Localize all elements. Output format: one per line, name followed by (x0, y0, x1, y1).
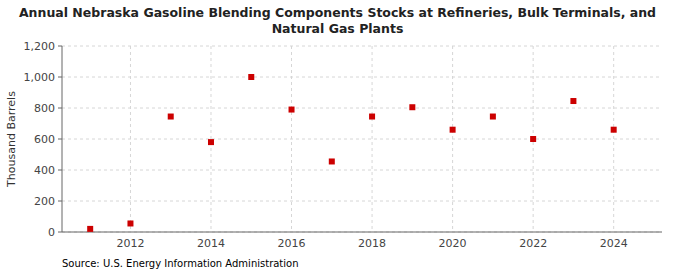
x-axis-line (62, 232, 662, 233)
x-grid-line (452, 46, 453, 232)
y-tick (58, 139, 62, 140)
point (168, 114, 174, 120)
point (570, 98, 576, 104)
x-grid-line (210, 46, 211, 232)
y-tick (58, 170, 62, 171)
point (127, 220, 133, 226)
point (409, 104, 415, 110)
title: Annual Nebraska Gasoline Blending Compon… (19, 5, 656, 36)
y-grid-line (62, 170, 662, 171)
y-axis-label: Thousand Barrels (5, 91, 18, 188)
y-tick-label: 1,000 (24, 71, 56, 84)
point (289, 107, 295, 113)
point (611, 127, 617, 133)
y-tick-label: 800 (34, 102, 55, 115)
point (329, 158, 335, 164)
y-tick-label: 200 (34, 195, 55, 208)
x-grid-line (291, 46, 292, 232)
x-tick-label: 2024 (600, 237, 628, 250)
x-grid-line (130, 46, 131, 232)
title-line: Natural Gas Plants (272, 21, 404, 36)
y-tick (58, 77, 62, 78)
x-tick-label: 2020 (439, 237, 467, 250)
y-tick (58, 232, 62, 233)
y-tick (58, 46, 62, 47)
x-grid-line (372, 46, 373, 232)
point (248, 74, 254, 80)
y-tick (58, 201, 62, 202)
x-grid-line (613, 46, 614, 232)
grid (62, 46, 662, 232)
y-grid-line (62, 201, 662, 202)
point (208, 139, 214, 145)
y-grid-line (62, 139, 662, 140)
x-tick-label: 2012 (116, 237, 144, 250)
y-grid-line (62, 108, 662, 109)
y-grid-line (62, 77, 662, 78)
x-tick-label: 2022 (519, 237, 547, 250)
x-tick-label: 2014 (197, 237, 225, 250)
y-tick-label: 400 (34, 164, 55, 177)
source: Source: U.S. Energy Information Administ… (62, 258, 299, 269)
y-tick-label: 1,200 (24, 40, 56, 53)
y-tick-label: 600 (34, 133, 55, 146)
point (490, 114, 496, 120)
point (530, 136, 536, 142)
y-axis-line (62, 46, 63, 232)
point (450, 127, 456, 133)
title-line: Annual Nebraska Gasoline Blending Compon… (19, 5, 656, 20)
point (369, 114, 375, 120)
y-tick (58, 108, 62, 109)
y-grid-line (62, 46, 662, 47)
y-grid-line (62, 232, 662, 233)
y-tick-label: 0 (48, 226, 55, 239)
marks (87, 74, 616, 232)
x-tick-label: 2016 (278, 237, 306, 250)
x-tick-label: 2018 (358, 237, 386, 250)
point (87, 226, 93, 232)
chart: Annual Nebraska Gasoline Blending Compon… (0, 0, 675, 275)
